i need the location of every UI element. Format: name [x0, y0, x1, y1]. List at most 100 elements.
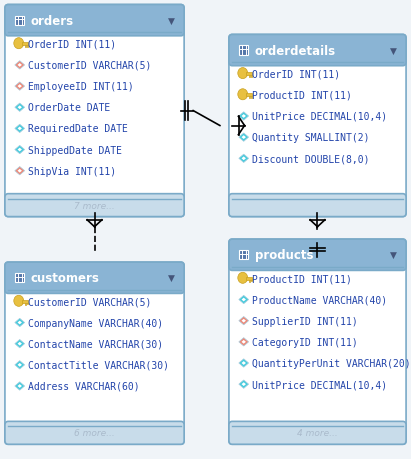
Polygon shape	[239, 359, 249, 367]
Text: ProductID INT(11): ProductID INT(11)	[252, 90, 352, 101]
Bar	[10, 425, 179, 433]
Polygon shape	[242, 157, 246, 161]
FancyBboxPatch shape	[229, 240, 406, 271]
Text: Discount DOUBLE(8,0): Discount DOUBLE(8,0)	[252, 154, 369, 164]
Polygon shape	[242, 298, 246, 302]
FancyBboxPatch shape	[5, 6, 184, 37]
Polygon shape	[18, 148, 22, 152]
Polygon shape	[246, 73, 252, 76]
Text: ContactTitle VARCHAR(30): ContactTitle VARCHAR(30)	[28, 360, 169, 370]
Text: ▼: ▼	[390, 251, 397, 260]
Polygon shape	[18, 127, 22, 131]
Text: OrderID INT(11): OrderID INT(11)	[252, 69, 340, 79]
Polygon shape	[242, 136, 246, 140]
Bar	[234, 51, 401, 63]
Bar	[234, 198, 401, 206]
FancyBboxPatch shape	[229, 35, 406, 67]
FancyBboxPatch shape	[5, 194, 184, 217]
Bar	[251, 97, 252, 99]
Text: Quantity SMALLINT(2): Quantity SMALLINT(2)	[252, 133, 369, 143]
Text: ▼: ▼	[169, 274, 175, 283]
Polygon shape	[15, 125, 25, 133]
Polygon shape	[18, 342, 22, 346]
Polygon shape	[246, 277, 252, 280]
Polygon shape	[242, 340, 246, 344]
Circle shape	[14, 296, 24, 307]
Polygon shape	[15, 62, 25, 70]
Polygon shape	[18, 85, 22, 89]
Bar	[27, 46, 28, 48]
Text: CompanyName VARCHAR(40): CompanyName VARCHAR(40)	[28, 318, 163, 328]
Polygon shape	[22, 43, 28, 46]
Text: CustomerID VARCHAR(5): CustomerID VARCHAR(5)	[28, 61, 151, 71]
Polygon shape	[242, 382, 246, 386]
Polygon shape	[246, 94, 252, 97]
Polygon shape	[239, 380, 249, 388]
Polygon shape	[15, 340, 25, 348]
FancyBboxPatch shape	[229, 194, 406, 217]
Bar	[25, 303, 26, 305]
Text: QuantityPerUnit VARCHAR(20): QuantityPerUnit VARCHAR(20)	[252, 358, 411, 368]
Text: RequiredDate DATE: RequiredDate DATE	[28, 124, 128, 134]
FancyBboxPatch shape	[229, 35, 406, 217]
Bar	[15, 17, 24, 26]
Polygon shape	[239, 134, 249, 142]
Polygon shape	[22, 300, 28, 303]
Bar	[10, 21, 179, 33]
Text: CustomerID VARCHAR(5): CustomerID VARCHAR(5)	[28, 297, 151, 307]
FancyBboxPatch shape	[5, 421, 184, 444]
Text: 4 more...: 4 more...	[297, 429, 338, 437]
Bar	[251, 76, 252, 78]
Polygon shape	[239, 317, 249, 325]
Text: ProductName VARCHAR(40): ProductName VARCHAR(40)	[252, 295, 387, 305]
Bar	[249, 280, 250, 282]
Circle shape	[14, 39, 24, 50]
Text: customers: customers	[31, 272, 100, 285]
Bar	[249, 76, 250, 78]
Text: products: products	[255, 249, 313, 262]
Bar	[10, 198, 179, 206]
Bar	[234, 425, 401, 433]
FancyBboxPatch shape	[5, 263, 184, 294]
Polygon shape	[242, 361, 246, 365]
Bar	[234, 255, 401, 267]
FancyBboxPatch shape	[5, 263, 184, 444]
FancyBboxPatch shape	[5, 6, 184, 217]
Polygon shape	[239, 338, 249, 346]
Polygon shape	[18, 321, 22, 325]
Polygon shape	[242, 115, 246, 118]
Text: orderdetails: orderdetails	[255, 45, 336, 57]
Text: Address VARCHAR(60): Address VARCHAR(60)	[28, 381, 140, 391]
Polygon shape	[239, 155, 249, 163]
Bar	[15, 274, 24, 283]
Text: EmployeeID INT(11): EmployeeID INT(11)	[28, 82, 134, 92]
Polygon shape	[18, 169, 22, 173]
Bar	[27, 303, 28, 305]
Polygon shape	[15, 146, 25, 154]
Text: UnitPrice DECIMAL(10,4): UnitPrice DECIMAL(10,4)	[252, 379, 387, 389]
Text: OrderID INT(11): OrderID INT(11)	[28, 39, 116, 50]
Polygon shape	[15, 83, 25, 91]
Text: orders: orders	[31, 15, 74, 28]
Polygon shape	[18, 64, 22, 67]
Polygon shape	[239, 112, 249, 121]
FancyBboxPatch shape	[229, 240, 406, 444]
Polygon shape	[18, 363, 22, 367]
Polygon shape	[15, 361, 25, 369]
Polygon shape	[15, 104, 25, 112]
Polygon shape	[18, 384, 22, 388]
Polygon shape	[15, 319, 25, 327]
Text: OrderDate DATE: OrderDate DATE	[28, 103, 110, 113]
Polygon shape	[15, 167, 25, 175]
Polygon shape	[239, 296, 249, 304]
Text: SupplierID INT(11): SupplierID INT(11)	[252, 316, 358, 326]
Bar	[25, 46, 26, 48]
Text: 6 more...: 6 more...	[74, 429, 115, 437]
Bar	[249, 97, 250, 99]
Text: UnitPrice DECIMAL(10,4): UnitPrice DECIMAL(10,4)	[252, 112, 387, 122]
Text: ShipVia INT(11): ShipVia INT(11)	[28, 166, 116, 176]
Bar	[251, 280, 252, 282]
Text: ContactName VARCHAR(30): ContactName VARCHAR(30)	[28, 339, 163, 349]
Polygon shape	[242, 319, 246, 323]
Polygon shape	[18, 106, 22, 110]
